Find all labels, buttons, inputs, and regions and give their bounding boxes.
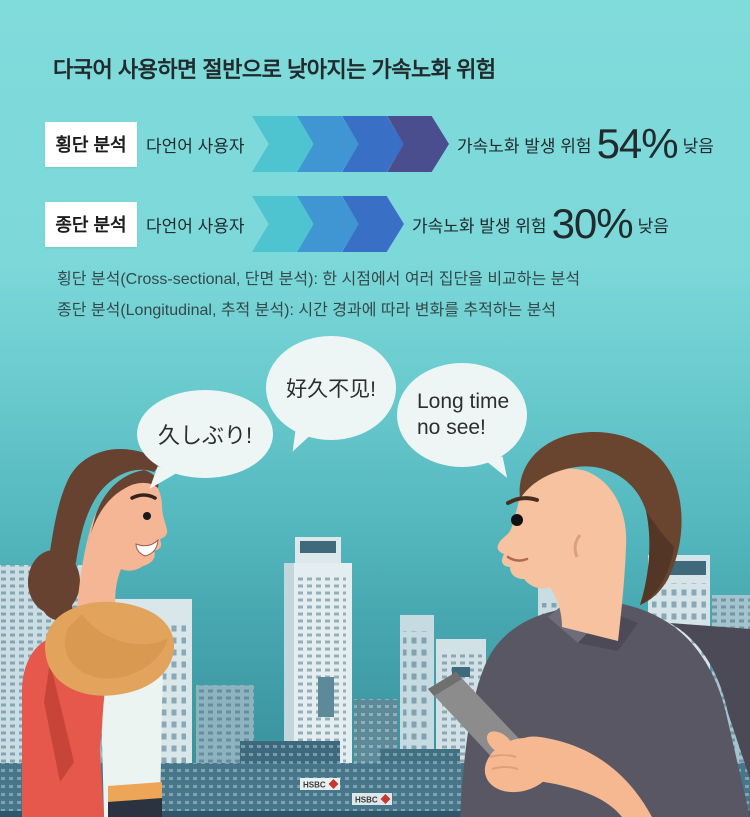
bubble-text: 久しぶり! (157, 423, 253, 448)
bubble-tail (292, 429, 314, 455)
man-ear (573, 534, 582, 558)
arrow-chevrons (252, 116, 449, 172)
result-percent: 30% (551, 200, 634, 247)
arrow-chevrons (252, 196, 404, 252)
result-text: 가속노화 발생 위험 54% 낮음 (457, 123, 714, 165)
analysis-row-cross-sectional: 횡단 분석 다언어 사용자 가속노화 발생 위험 54% 낮음 (45, 116, 714, 172)
woman-hair-bun (28, 550, 80, 614)
svg-text:HSBC: HSBC (303, 781, 326, 790)
result-percent: 54% (596, 120, 679, 167)
woman-smile (135, 538, 159, 557)
speech-bubble-english: Long time no see! (397, 363, 527, 482)
page-title: 다국어 사용하면 절반으로 낮아지는 가속노화 위험 (53, 57, 496, 82)
bubble-text: 好久不见! (286, 378, 376, 401)
building-sign-hsbc: HSBC (300, 778, 340, 790)
analysis-row-longitudinal: 종단 분석 다언어 사용자 가속노화 발생 위험 30% 낮음 (45, 196, 669, 252)
footnotes: 횡단 분석(Cross-sectional, 단면 분석): 한 시점에서 여러… (57, 264, 580, 326)
woman-illustration (22, 449, 174, 817)
result-suffix: 낮음 (637, 216, 669, 236)
building-sign-hsbc: HSBC (352, 793, 392, 805)
man-smile (506, 555, 529, 562)
man-face (497, 468, 627, 641)
man-illustration (428, 432, 750, 817)
result-prefix: 가속노화 발생 위험 (412, 216, 547, 236)
speech-bubble-japanese: 久しぶり! (137, 390, 273, 496)
man-eyebrow (506, 496, 539, 505)
subject-label: 다언어 사용자 (146, 216, 245, 236)
bubble-text: Long time no see! (417, 389, 510, 439)
man-hair (519, 432, 682, 605)
man-eye (511, 514, 523, 526)
woman-skirt (108, 798, 162, 817)
footnote-cross-sectional: 횡단 분석(Cross-sectional, 단면 분석): 한 시점에서 여러… (57, 271, 581, 288)
footnote-longitudinal: 종단 분석(Longitudinal, 추적 분석): 시간 경과에 따라 변화… (57, 302, 557, 319)
subject-label: 다언어 사용자 (146, 136, 245, 156)
woman-eyebrow (130, 493, 157, 500)
analysis-type-badge: 횡단 분석 (45, 121, 137, 167)
speech-bubble-chinese: 好久不见! (266, 336, 396, 455)
man-thumb (486, 731, 514, 755)
result-prefix: 가속노화 발생 위험 (457, 136, 592, 156)
analysis-type-badge: 종단 분석 (45, 201, 137, 247)
svg-text:HSBC: HSBC (355, 796, 378, 805)
result-suffix: 낮음 (682, 136, 714, 156)
woman-eye (143, 512, 151, 520)
result-text: 가속노화 발생 위험 30% 낮음 (412, 203, 669, 245)
